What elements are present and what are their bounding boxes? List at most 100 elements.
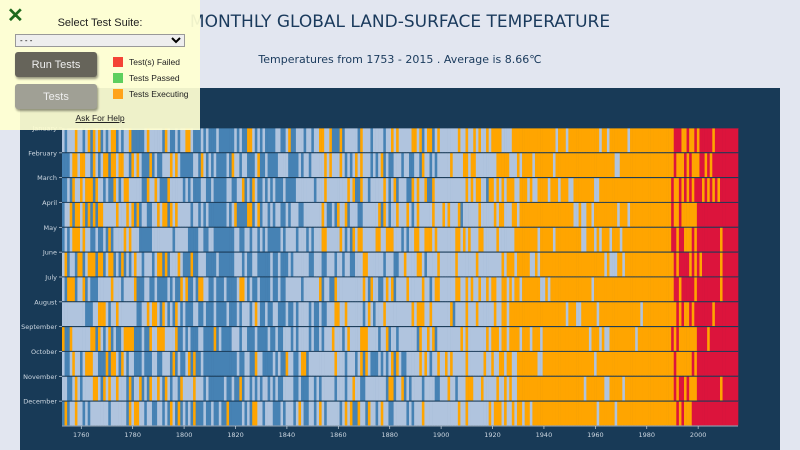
heatmap-cell	[339, 252, 343, 277]
heatmap-cell	[609, 227, 613, 252]
heatmap-cell	[295, 227, 299, 252]
heatmap-cell	[344, 227, 348, 252]
heatmap-cell	[588, 376, 592, 401]
heatmap-cell	[131, 401, 135, 426]
heatmap-cell	[113, 202, 117, 227]
run-tests-button[interactable]: Run Tests	[15, 52, 97, 77]
heatmap-cell	[519, 351, 523, 376]
heatmap-cell	[473, 177, 477, 202]
heatmap-cell	[658, 376, 662, 401]
heatmap-cell	[578, 351, 582, 376]
heatmap-cell	[416, 202, 420, 227]
heatmap-cell	[298, 277, 302, 302]
heatmap-cell	[182, 351, 186, 376]
heatmap-cell	[524, 128, 528, 153]
heatmap-cell	[275, 128, 279, 153]
heatmap-cell	[200, 227, 204, 252]
heatmap-cell	[488, 401, 492, 426]
heatmap-cell	[707, 326, 711, 351]
heatmap-cell	[555, 301, 559, 327]
heatmap-cell	[686, 202, 690, 227]
heatmap-cell	[671, 177, 675, 202]
heatmap-cell	[439, 351, 443, 376]
heatmap-cell	[429, 376, 433, 401]
heatmap-cell	[301, 202, 304, 227]
heatmap-cell	[159, 252, 163, 277]
heatmap-cell	[725, 301, 729, 327]
heatmap-cell	[360, 152, 364, 178]
heatmap-cell	[419, 376, 423, 401]
test-suite-select[interactable]: - - -	[15, 34, 185, 47]
heatmap-cell	[439, 301, 443, 327]
heatmap-cell	[257, 351, 261, 376]
month-label: February	[28, 149, 57, 157]
heatmap-cell	[257, 326, 261, 351]
ask-for-help-link[interactable]: Ask For Help	[75, 113, 125, 123]
heatmap-cell	[568, 401, 572, 426]
heatmap-cell	[720, 326, 723, 351]
heatmap-chart: JanuaryFebruaryMarchAprilMayJuneJulyAugu…	[21, 125, 739, 439]
heatmap-cell	[581, 277, 585, 302]
heatmap-cell	[123, 252, 127, 277]
heatmap-cell	[727, 177, 731, 202]
heatmap-cell	[69, 252, 73, 277]
heatmap-cell	[632, 401, 636, 426]
heatmap-cell	[169, 401, 173, 426]
heatmap-cell	[277, 177, 281, 202]
heatmap-cell	[468, 252, 471, 277]
heatmap-cell	[313, 177, 317, 202]
heatmap-cell	[67, 277, 71, 302]
close-icon[interactable]: ✕	[7, 5, 24, 27]
heatmap-cell	[568, 351, 572, 376]
heatmap-cell	[339, 202, 343, 227]
heatmap-cell	[311, 177, 315, 202]
heatmap-cell	[223, 177, 227, 202]
heatmap-cell	[100, 277, 104, 302]
heatmap-cell	[115, 202, 119, 227]
heatmap-cell	[468, 227, 471, 252]
heatmap-cell	[606, 252, 610, 277]
heatmap-cell	[601, 252, 605, 277]
heatmap-cell	[293, 128, 297, 153]
heatmap-cell	[267, 152, 271, 178]
heatmap-cell	[414, 128, 418, 153]
heatmap-cell	[637, 301, 641, 327]
heatmap-cell	[709, 227, 713, 252]
heatmap-cell	[529, 301, 533, 327]
heatmap-cell	[121, 177, 124, 202]
heatmap-cell	[434, 252, 438, 277]
heatmap-cell	[493, 376, 497, 401]
heatmap-cell	[113, 227, 117, 252]
heatmap-cell	[439, 128, 443, 153]
heatmap-cell	[87, 128, 91, 153]
heatmap-cell	[511, 202, 515, 227]
heatmap-cell	[216, 277, 220, 302]
heatmap-cell	[306, 351, 310, 376]
heatmap-cell	[331, 152, 335, 178]
heatmap-cell	[707, 152, 711, 178]
heatmap-cell	[501, 351, 505, 376]
heatmap-cell	[262, 326, 266, 351]
heatmap-cell	[110, 401, 114, 426]
heatmap-cell	[480, 128, 484, 153]
heatmap-cell	[478, 227, 482, 252]
heatmap-cell	[668, 301, 672, 327]
heatmap-cell	[475, 401, 479, 426]
heatmap-cell	[203, 401, 207, 426]
heatmap-cell	[349, 326, 353, 351]
heatmap-cell	[480, 252, 484, 277]
heatmap-cell	[640, 376, 644, 401]
heatmap-cell	[722, 128, 726, 153]
heatmap-cell	[154, 376, 158, 401]
heatmap-cell	[712, 351, 716, 376]
heatmap-cell	[334, 227, 338, 252]
heatmap-cell	[195, 301, 199, 327]
heatmap-cell	[452, 202, 456, 227]
heatmap-cell	[154, 227, 158, 252]
executing-swatch	[113, 89, 123, 99]
heatmap-cell	[686, 252, 690, 277]
heatmap-cell	[658, 301, 662, 327]
tests-button[interactable]: Tests	[15, 84, 97, 109]
heatmap-cell	[406, 277, 410, 302]
heatmap-cell	[460, 227, 464, 252]
